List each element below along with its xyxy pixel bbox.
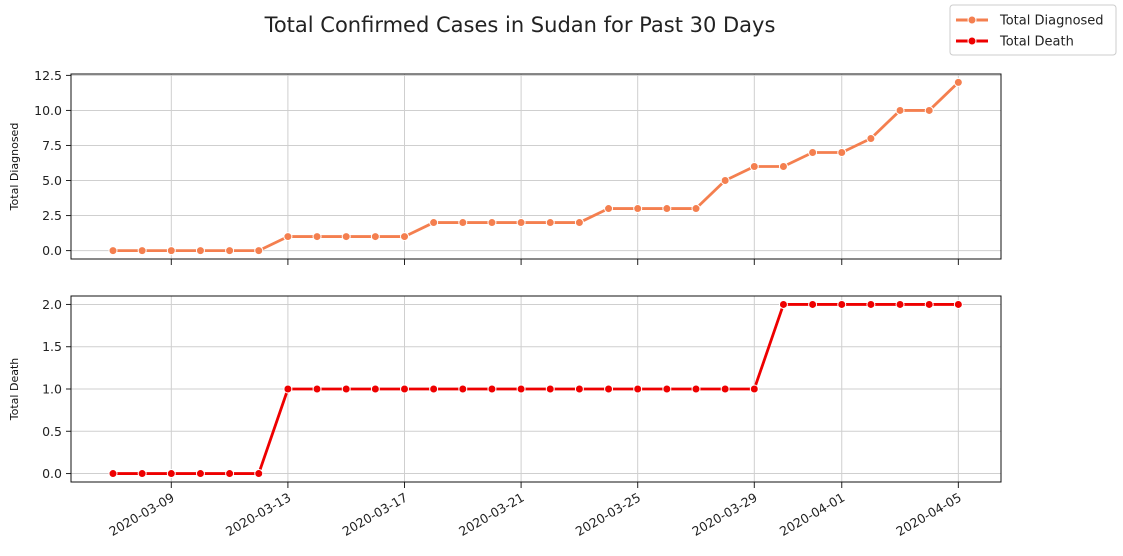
- axes-frame: [70, 295, 1002, 483]
- data-point: [137, 246, 147, 256]
- legend-label-diagnosed: Total Diagnosed: [999, 14, 1104, 29]
- data-point: [604, 204, 614, 214]
- legend-marker-death: [967, 36, 977, 46]
- data-point: [225, 469, 235, 479]
- data-point: [633, 384, 643, 394]
- data-point: [225, 246, 235, 256]
- legend-marker-diagnosed: [967, 15, 977, 25]
- data-point: [429, 384, 439, 394]
- data-point: [312, 232, 322, 242]
- data-point: [254, 246, 264, 256]
- y-tick-label: 7.5: [42, 138, 62, 153]
- legend-label-death: Total Death: [999, 35, 1074, 50]
- data-point: [662, 204, 672, 214]
- data-point: [633, 204, 643, 214]
- data-point: [691, 384, 701, 394]
- data-point: [778, 162, 788, 171]
- data-point: [312, 384, 322, 394]
- data-point: [341, 384, 351, 394]
- data-point: [778, 299, 788, 309]
- y-tick-label: 10.0: [34, 103, 62, 118]
- y-tick-label: 1.0: [42, 382, 62, 397]
- y-tick-label: 2.0: [42, 297, 62, 312]
- data-point: [749, 162, 759, 171]
- legend: Total Diagnosed Total Death: [949, 4, 1117, 56]
- data-point: [545, 384, 555, 394]
- data-point: [895, 105, 905, 115]
- y-axis-label: Total Diagnosed: [8, 123, 21, 212]
- data-point: [195, 246, 205, 256]
- data-point: [195, 469, 205, 479]
- data-point: [283, 384, 293, 394]
- x-tick-label: 2020-04-05: [893, 490, 963, 539]
- y-tick-label: 0.0: [42, 243, 62, 258]
- data-point: [720, 176, 730, 186]
- x-tick-label: 2020-04-01: [777, 490, 847, 539]
- x-tick-label: 2020-03-09: [106, 490, 176, 539]
- data-point: [166, 469, 176, 479]
- data-point: [254, 469, 264, 479]
- y-axis-label: Total Death: [8, 358, 21, 421]
- data-point: [837, 299, 847, 309]
- data-point: [487, 218, 497, 228]
- chart-title: Total Confirmed Cases in Sudan for Past …: [264, 13, 776, 37]
- data-point: [341, 232, 351, 242]
- data-point: [458, 218, 468, 228]
- y-tick-label: 2.5: [42, 208, 62, 223]
- data-point: [516, 218, 526, 228]
- legend-box: [949, 4, 1117, 56]
- data-point: [720, 384, 730, 394]
- data-point: [400, 384, 409, 394]
- x-tick-label: 2020-03-25: [573, 490, 643, 539]
- data-point: [953, 299, 963, 309]
- data-point: [808, 147, 818, 157]
- data-point: [895, 299, 905, 309]
- y-tick-label: 0.5: [42, 424, 62, 439]
- data-point: [487, 384, 497, 394]
- data-point: [924, 299, 934, 309]
- data-point: [662, 384, 672, 394]
- x-tick-label: 2020-03-13: [223, 490, 293, 539]
- data-point: [458, 384, 468, 394]
- data-point: [604, 384, 614, 394]
- data-point: [866, 299, 876, 309]
- panel-total-diagnosed: 0.0 2.5 5.0 7.5 10.0 12.5 Total Diagnosed: [8, 68, 1002, 265]
- data-point: [837, 147, 847, 157]
- panel-total-death: 0.0 0.5 1.0 1.5 2.0 Total Death: [8, 295, 1002, 488]
- data-point: [545, 218, 555, 228]
- series-line: [113, 81, 960, 252]
- data-point: [924, 105, 934, 115]
- y-tick-label: 1.5: [42, 339, 62, 354]
- data-point: [283, 232, 293, 242]
- x-axis-tick-labels: 2020-03-09 2020-03-13 2020-03-17 2020-03-21…: [106, 490, 963, 539]
- data-point: [400, 232, 409, 242]
- data-point: [137, 469, 147, 479]
- data-point: [953, 77, 963, 87]
- y-tick-label: 0.0: [42, 466, 62, 481]
- data-point: [749, 384, 759, 394]
- y-tick-label: 5.0: [42, 173, 62, 188]
- data-point: [429, 218, 439, 228]
- x-tick-label: 2020-03-21: [456, 490, 526, 539]
- data-point: [108, 246, 118, 256]
- x-tick-label: 2020-03-29: [689, 490, 759, 539]
- y-tick-label: 12.5: [34, 68, 62, 83]
- data-point: [370, 384, 380, 394]
- data-point: [808, 299, 818, 309]
- data-point: [866, 133, 876, 143]
- series-line: [113, 303, 959, 475]
- data-point: [574, 384, 584, 394]
- data-point: [108, 469, 118, 479]
- x-tick-label: 2020-03-17: [340, 490, 410, 539]
- data-point: [166, 246, 176, 256]
- data-point: [691, 204, 701, 214]
- data-point: [574, 218, 584, 228]
- axes-frame: [70, 73, 1002, 260]
- data-point: [370, 232, 380, 242]
- data-point: [516, 384, 526, 394]
